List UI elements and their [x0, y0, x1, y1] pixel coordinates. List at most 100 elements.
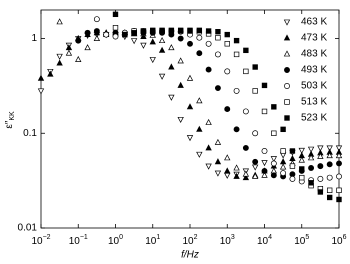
data-point — [149, 57, 156, 64]
data-point — [336, 160, 342, 167]
data-point — [251, 172, 259, 179]
data-point — [261, 160, 268, 167]
data-point — [196, 97, 203, 104]
data-point — [271, 130, 277, 136]
data-point — [103, 31, 110, 38]
legend-marker — [284, 99, 290, 105]
x-tick-label: 101 — [145, 234, 160, 247]
data-point — [233, 87, 240, 94]
data-point — [252, 88, 258, 94]
data-point — [122, 31, 128, 38]
data-point — [205, 163, 212, 170]
data-point — [243, 68, 249, 75]
data-point — [279, 158, 287, 165]
data-point — [205, 28, 212, 34]
data-point — [196, 34, 203, 41]
legend-marker — [283, 34, 291, 41]
data-point — [205, 118, 212, 125]
data-point — [205, 144, 212, 151]
data-point — [130, 38, 138, 45]
x-axis-label: f/Hz — [181, 250, 199, 261]
data-point — [270, 156, 278, 163]
data-point — [37, 74, 45, 81]
x-tick-label: 104 — [257, 234, 272, 247]
data-point — [270, 167, 278, 174]
data-point — [159, 27, 165, 34]
data-point — [186, 135, 194, 142]
data-point — [140, 42, 147, 49]
data-point — [336, 196, 342, 203]
data-point — [317, 163, 324, 170]
data-point — [242, 144, 249, 151]
data-point — [205, 66, 212, 73]
data-point — [196, 125, 203, 132]
data-point — [307, 146, 315, 153]
data-point — [224, 68, 231, 75]
data-point — [177, 35, 184, 42]
x-tick-label: 102 — [182, 234, 197, 247]
data-point — [224, 172, 231, 179]
data-point — [168, 94, 175, 101]
x-tick-label: 10−2 — [31, 234, 50, 247]
data-point — [233, 164, 240, 171]
data-point — [196, 50, 203, 57]
data-point — [299, 166, 305, 172]
data-point — [289, 163, 296, 169]
legend-label: 493 K — [301, 65, 327, 76]
data-point — [37, 88, 45, 95]
data-point — [186, 103, 194, 110]
x-tick-label: 10−1 — [69, 234, 88, 247]
data-point — [158, 46, 166, 53]
data-point — [270, 172, 277, 179]
data-point — [317, 175, 324, 182]
data-point — [140, 28, 147, 34]
data-point — [308, 165, 315, 171]
data-point — [149, 38, 156, 45]
data-point — [261, 148, 268, 154]
data-point — [261, 108, 268, 115]
data-point — [233, 51, 240, 58]
data-point — [56, 18, 63, 25]
data-point — [252, 158, 259, 165]
data-point — [177, 57, 184, 64]
data-point — [326, 161, 333, 168]
legend-label: 463 K — [301, 17, 327, 28]
data-point — [280, 170, 287, 177]
data-point — [150, 27, 156, 34]
data-point — [214, 158, 222, 165]
data-point — [270, 160, 277, 167]
data-point — [158, 73, 166, 80]
data-point — [112, 11, 119, 18]
data-point — [280, 126, 286, 133]
y-tick-label: 1 — [31, 33, 37, 44]
data-point — [298, 156, 305, 163]
data-point — [93, 34, 101, 41]
data-point — [224, 106, 231, 113]
data-point — [177, 27, 184, 34]
data-point — [261, 171, 268, 178]
data-point — [131, 30, 137, 36]
legend-marker — [283, 50, 291, 57]
data-point — [233, 172, 240, 179]
data-point — [214, 85, 221, 92]
data-point — [215, 29, 221, 35]
x-tick-label: 105 — [294, 234, 309, 247]
data-point — [299, 174, 305, 181]
x-tick-label: 106 — [331, 234, 346, 247]
data-point — [317, 152, 324, 159]
data-point — [47, 70, 54, 77]
data-point — [271, 104, 277, 110]
data-point — [214, 51, 221, 58]
y-axis-symbol: ε″ — [4, 120, 15, 128]
y-axis-label: ε″KK — [4, 111, 16, 129]
data-point — [84, 29, 91, 36]
data-point — [93, 16, 100, 23]
data-point — [326, 174, 333, 181]
data-point — [252, 130, 259, 137]
data-point — [243, 47, 249, 54]
data-point — [168, 44, 175, 51]
data-point — [168, 27, 175, 34]
data-point — [298, 147, 305, 154]
data-point — [317, 189, 324, 195]
data-point — [177, 116, 184, 124]
